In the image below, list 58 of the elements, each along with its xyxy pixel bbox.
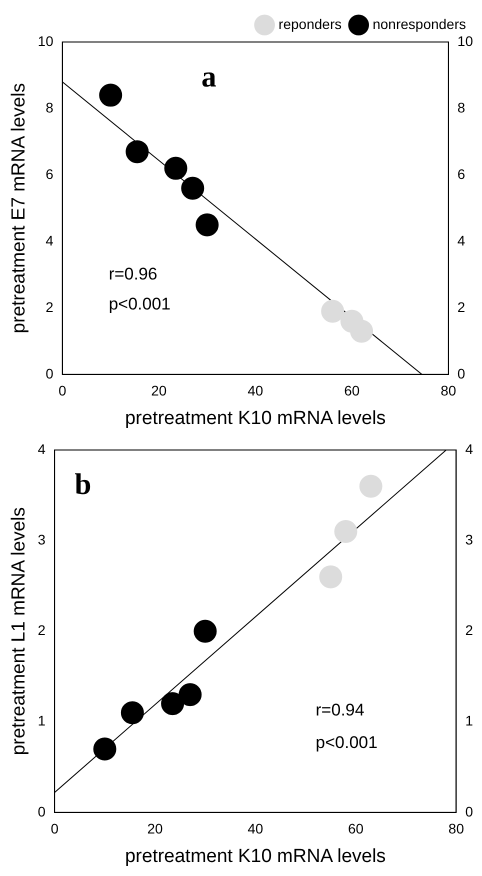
point [126,140,149,164]
y-tick-label: 2 [46,298,54,315]
point [350,320,374,343]
y-tick-label: 2 [38,622,46,638]
point [319,565,342,588]
point [120,701,144,724]
y-tick-label: 4 [46,232,54,248]
y2-tick-label: 4 [465,440,474,457]
x-tick-label: 80 [448,820,464,837]
annotation: r=0.96 [108,264,158,284]
y-axis-title: pretreatment L1 mRNA levels [8,507,30,756]
y2-tick-label: 2 [465,622,474,638]
y-tick-label: 1 [38,712,46,729]
x-tick-label: 60 [344,382,360,399]
annotation: r=0.94 [316,700,364,720]
point [194,620,217,643]
point [334,520,358,544]
y-tick-label: 8 [46,99,54,116]
x-tick-label: 80 [440,382,456,399]
y2-tick-label: 3 [465,531,474,548]
x-tick-label: 60 [348,820,364,837]
y2-tick-label: 8 [457,99,466,116]
x-axis-title: pretreatment K10 mRNA levels [124,846,386,867]
point [321,300,344,323]
point [164,156,188,180]
y-tick-label: 4 [38,440,46,457]
y2-tick-label: 0 [457,365,466,382]
x-axis-title: pretreatment K10 mRNA levels [124,408,386,429]
y2-tick-label: 2 [457,298,466,315]
point [359,474,382,498]
annotation: p<0.001 [108,294,171,314]
point [196,213,219,236]
legend-label: reponders [278,16,342,32]
annotation: a [201,60,216,94]
annotation: p<0.001 [316,733,378,752]
y-tick-label: 6 [46,166,54,182]
y2-tick-label: 10 [457,32,474,49]
x-tick-label: 40 [248,382,264,399]
y-tick-label: 3 [38,531,46,548]
x-tick-label: 20 [151,382,167,399]
y-tick-label: 10 [38,32,54,49]
point [99,84,122,107]
y2-tick-label: 0 [465,803,474,820]
y-tick-label: 0 [38,803,46,820]
y2-tick-label: 1 [465,712,474,729]
point [178,683,202,706]
annotation: b [74,468,92,501]
x-tick-label: 40 [248,820,264,837]
x-tick-label: 0 [58,382,66,399]
y-tick-label: 0 [46,365,54,382]
y2-tick-label: 6 [457,166,466,182]
y2-tick-label: 4 [457,232,466,248]
y-axis-title: pretreatment E7 mRNA levels [8,83,30,334]
point [161,692,184,716]
x-tick-label: 20 [147,820,163,837]
point [93,737,116,760]
point [181,176,204,200]
legend-label: nonresponders [372,16,466,32]
